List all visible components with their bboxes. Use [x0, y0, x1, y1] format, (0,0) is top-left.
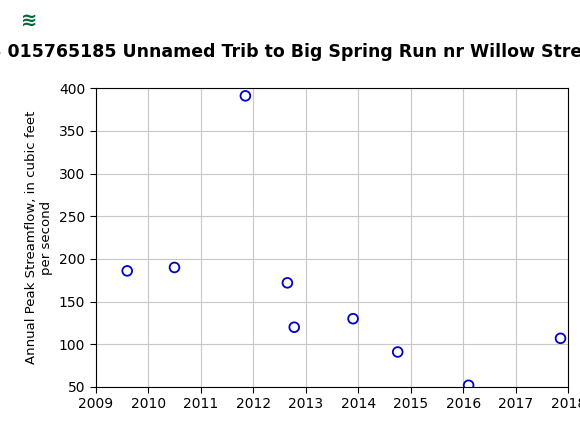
- Text: ≋: ≋: [21, 11, 37, 30]
- Text: USGS 015765185 Unnamed Trib to Big Spring Run nr Willow Street PA: USGS 015765185 Unnamed Trib to Big Sprin…: [0, 43, 580, 61]
- Point: [349, 315, 358, 322]
- Point: [283, 280, 292, 286]
- Point: [464, 382, 473, 389]
- Y-axis label: Annual Peak Streamflow, in cubic feet
per second: Annual Peak Streamflow, in cubic feet pe…: [26, 111, 53, 364]
- Text: USGS: USGS: [75, 10, 144, 31]
- Point: [241, 92, 250, 99]
- Point: [122, 267, 132, 274]
- Point: [170, 264, 179, 271]
- Point: [393, 349, 403, 356]
- FancyBboxPatch shape: [5, 3, 54, 37]
- Point: [289, 324, 299, 331]
- Point: [556, 335, 565, 342]
